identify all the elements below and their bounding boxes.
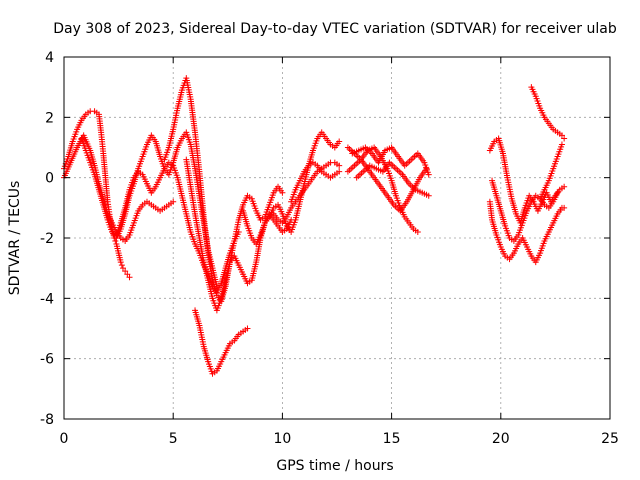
x-tick-label: 15 — [383, 431, 401, 447]
y-tick-label: -4 — [40, 291, 54, 307]
data-point — [414, 228, 421, 235]
data-point — [336, 138, 343, 145]
data-point — [118, 262, 125, 269]
data-point — [244, 325, 251, 332]
data-point — [119, 265, 126, 272]
x-tick-label: 25 — [601, 431, 619, 447]
data-point — [558, 132, 565, 139]
x-tick-label: 5 — [169, 431, 178, 447]
y-tick-label: -2 — [40, 231, 54, 247]
data-point — [117, 259, 124, 266]
axis-ticks — [63, 56, 611, 420]
data-point — [336, 168, 343, 175]
data-point — [122, 268, 129, 275]
x-tick-label: 0 — [60, 431, 69, 447]
data-point — [112, 238, 119, 245]
y-tick-label: 2 — [45, 110, 54, 126]
data-point — [279, 189, 286, 196]
y-tick-label: -8 — [40, 412, 54, 428]
x-tick-label: 20 — [492, 431, 510, 447]
data-point — [124, 271, 131, 278]
x-tick-label: 10 — [273, 431, 291, 447]
y-tick-label: 4 — [45, 50, 54, 66]
data-point — [425, 171, 432, 178]
data-point — [561, 135, 568, 142]
data-point — [561, 204, 568, 211]
x-tick-labels: 0 5 10 15 20 25 — [60, 431, 619, 447]
chart-title: Day 308 of 2023, Sidereal Day-to-day VTE… — [53, 21, 617, 37]
y-tick-labels: -8 -6 -4 -2 0 2 4 — [40, 50, 54, 428]
y-tick-label: -6 — [40, 352, 54, 368]
data-point — [336, 162, 343, 169]
data-point — [558, 141, 565, 148]
data-point — [170, 198, 177, 205]
data-marks — [61, 75, 568, 377]
y-axis-label: SDTVAR / TECUs — [7, 181, 23, 296]
data-point — [561, 183, 568, 190]
data-point — [126, 274, 133, 281]
data-point — [425, 192, 432, 199]
y-tick-label: 0 — [45, 171, 54, 187]
grid-lines — [64, 57, 610, 419]
data-point — [554, 189, 561, 196]
x-axis-label: GPS time / hours — [276, 458, 393, 474]
